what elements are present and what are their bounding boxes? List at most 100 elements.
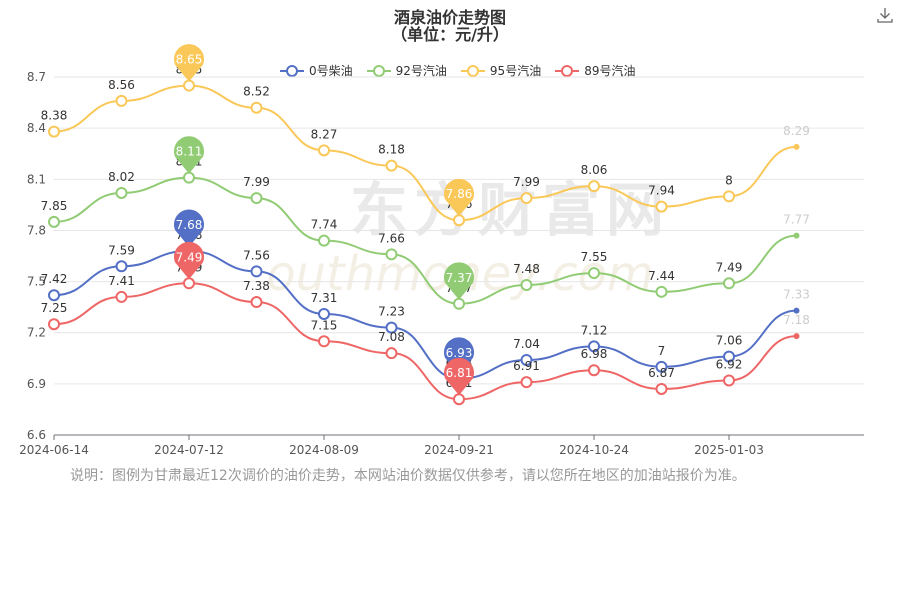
x-tick-label: 2024-08-09 [289, 443, 359, 457]
legend-label: 0号柴油 [309, 64, 353, 78]
data-point [793, 232, 800, 239]
data-point [793, 307, 800, 314]
data-label: 7 [658, 344, 666, 358]
marker-pin [174, 241, 204, 280]
data-label: 7.38 [243, 279, 270, 293]
series-line [53, 282, 797, 401]
chart-subtitle: （单位：元/升） [391, 25, 509, 44]
data-point [318, 234, 330, 247]
data-point [588, 180, 600, 193]
data-point [48, 215, 60, 228]
data-point [588, 267, 600, 280]
data-point [655, 285, 668, 298]
marker-label: 7.68 [176, 218, 203, 232]
data-label: 8.18 [378, 143, 405, 157]
legend-item[interactable]: 95号汽油 [460, 62, 542, 79]
legend-item[interactable]: 92号汽油 [366, 62, 447, 79]
data-label: 7.55 [581, 250, 608, 264]
marker-label: 7.49 [176, 250, 203, 264]
data-label: 8.56 [108, 78, 135, 92]
data-point [318, 335, 330, 348]
marker-pin [444, 262, 474, 300]
y-tick-label: 6.6 [27, 428, 46, 442]
data-label: 7.31 [311, 291, 338, 305]
data-point [453, 297, 465, 310]
x-tick-label: 2024-10-24 [559, 443, 629, 457]
data-point [115, 290, 128, 303]
data-point [115, 94, 128, 107]
data-label: 8 [725, 173, 733, 187]
y-tick-label: 6.9 [27, 377, 46, 391]
legend-label: 89号汽油 [584, 64, 636, 78]
data-point [453, 214, 465, 227]
marker-pin [174, 209, 204, 247]
y-tick-label: 8.7 [27, 70, 46, 84]
data-point [48, 318, 60, 331]
data-point [723, 190, 735, 203]
x-tick-label: 2024-06-14 [19, 443, 89, 457]
data-label: 7.33 [783, 288, 810, 302]
data-point [520, 376, 533, 389]
data-label: 7.42 [41, 272, 68, 286]
data-point [385, 159, 398, 172]
y-tick-label: 7.5 [27, 275, 46, 289]
data-label: 8.06 [581, 163, 608, 177]
data-point [385, 321, 398, 334]
data-label: 7.04 [513, 337, 540, 351]
data-point [588, 364, 600, 377]
data-label: 7.94 [648, 184, 675, 198]
x-tick-label: 2025-01-03 [694, 443, 764, 457]
data-point [250, 101, 263, 114]
data-point [723, 374, 735, 387]
legend-item[interactable]: 89号汽油 [555, 62, 635, 79]
marker-pin [174, 136, 204, 174]
marker-pin [174, 44, 204, 82]
legend-swatch [460, 64, 485, 77]
x-tick-label: 2024-07-12 [154, 443, 224, 457]
legend-swatch [280, 64, 304, 77]
data-label: 7.59 [108, 243, 135, 257]
chart-note: 说明：图例为甘肃最近12次调价的油价走势，本网站油价数据仅供参考，请以您所在地区… [70, 468, 746, 484]
data-point [793, 143, 800, 150]
data-point [48, 125, 60, 138]
x-tick-label: 2024-09-21 [424, 443, 494, 457]
data-point [183, 171, 195, 184]
data-label: 7.74 [311, 218, 338, 232]
data-label: 8.27 [311, 127, 338, 141]
data-point [520, 279, 533, 291]
data-label: 6.98 [581, 347, 608, 361]
watermark-text: 东方财富网 [350, 176, 670, 244]
legend-label: 92号汽油 [395, 64, 447, 78]
marker-label: 8.11 [176, 145, 203, 159]
data-point [250, 265, 263, 278]
series-line [53, 176, 797, 305]
data-label: 7.41 [108, 274, 135, 288]
chart-legend: 0号柴油 92号汽油 95号汽油 89号汽油 [280, 62, 635, 79]
marker-label: 6.93 [446, 346, 473, 360]
data-label: 7.06 [716, 334, 743, 348]
marker-pin [444, 357, 474, 396]
data-label: 6.92 [716, 357, 743, 371]
data-label: 7.12 [581, 323, 608, 337]
data-label: 8.02 [108, 170, 135, 184]
data-point [115, 186, 128, 199]
marker-label: 6.81 [446, 366, 473, 380]
data-point [793, 333, 800, 340]
marker-label: 7.37 [446, 271, 473, 285]
legend-item[interactable]: 0号柴油 [280, 62, 353, 79]
data-label: 7.08 [378, 330, 405, 344]
y-tick-label: 8.4 [27, 121, 46, 135]
data-label: 7.48 [513, 262, 540, 276]
data-point [520, 354, 533, 366]
data-point [385, 248, 398, 261]
data-label: 6.87 [648, 366, 675, 380]
y-tick-label: 7.8 [27, 223, 46, 237]
data-point [115, 260, 128, 273]
series-line [53, 84, 797, 222]
legend-label: 95号汽油 [489, 64, 542, 78]
chart-title: 酒泉油价走势图 [393, 8, 506, 27]
download-icon[interactable] [876, 6, 894, 24]
data-label: 8.52 [243, 85, 270, 99]
data-label: 8.29 [783, 124, 810, 138]
